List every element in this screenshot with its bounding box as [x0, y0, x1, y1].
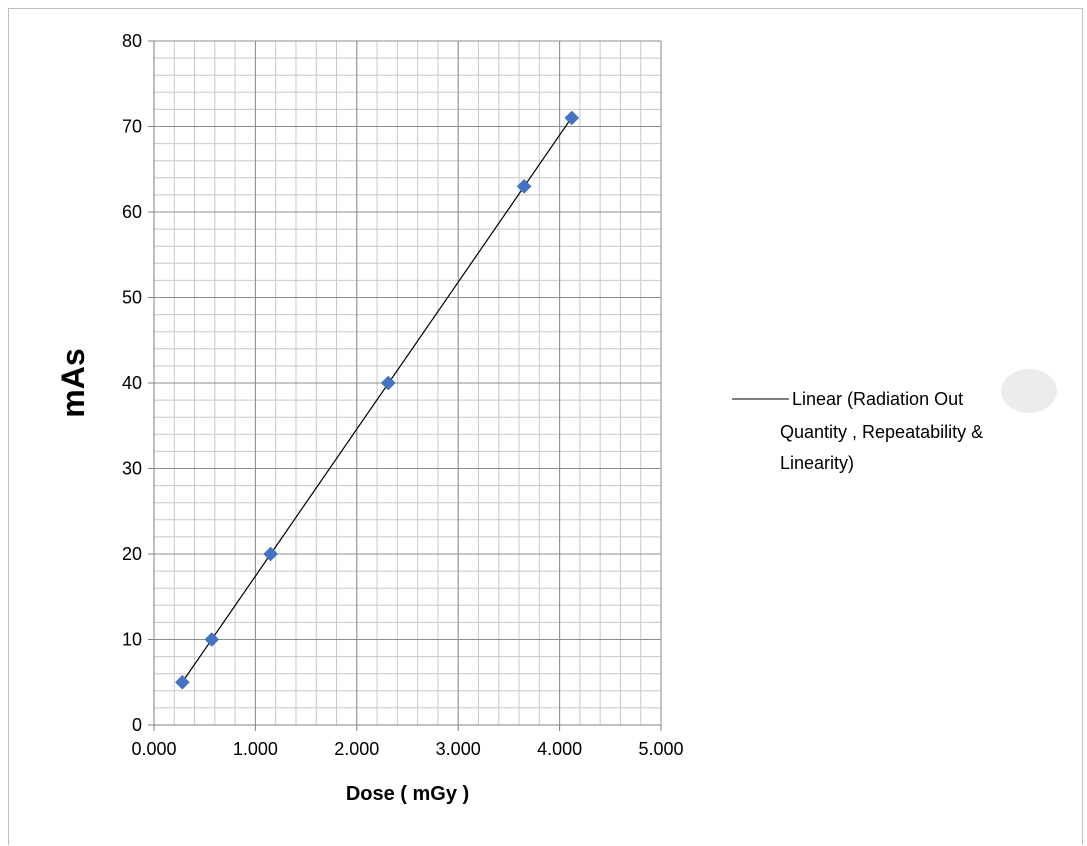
data-point-marker	[380, 375, 396, 391]
data-point-marker	[204, 632, 220, 647]
y-tick-label: 70	[122, 117, 142, 137]
overlay-blob	[1001, 369, 1057, 413]
x-tick-label: 5.000	[638, 739, 683, 759]
legend-text-line-3: Linearity)	[780, 453, 854, 473]
y-tick-label: 0	[132, 715, 142, 735]
x-tick-label: 1.000	[233, 739, 278, 759]
trendline-path	[181, 117, 573, 683]
axes	[148, 40, 662, 731]
x-tick-labels: 0.000 1.000 2.000 3.000 4.000 5.000	[131, 739, 683, 759]
chart-area: 0.000 1.000 2.000 3.000 4.000 5.000 0 10 20 30 40…	[8, 8, 1083, 845]
trendline	[181, 117, 573, 683]
y-tick-label: 30	[122, 459, 142, 479]
x-tick-label: 4.000	[537, 739, 582, 759]
legend-text-line-1: Linear (Radiation Out	[792, 389, 963, 409]
legend: Linear (Radiation Out Quantity , Repeata…	[732, 369, 1057, 473]
data-points	[175, 110, 580, 690]
y-axis-title: mAs	[55, 348, 91, 417]
y-tick-label: 60	[122, 202, 142, 222]
x-tick-label: 2.000	[334, 739, 379, 759]
y-tick-labels: 0 10 20 30 40 50 60 70 80	[122, 31, 142, 735]
y-tick-label: 50	[122, 288, 142, 308]
x-tick-label: 0.000	[131, 739, 176, 759]
data-point-marker	[263, 546, 278, 562]
chart-svg: 0.000 1.000 2.000 3.000 4.000 5.000 0 10 20 30 40…	[55, 31, 1057, 805]
y-tick-label: 40	[122, 373, 142, 393]
major-gridlines	[153, 40, 662, 726]
y-tick-label: 10	[122, 630, 142, 650]
data-point-marker	[564, 110, 580, 126]
legend-text-line-2: Quantity , Repeatability &	[780, 422, 983, 442]
y-tick-label: 80	[122, 31, 142, 51]
data-point-marker	[516, 178, 532, 194]
x-tick-label: 3.000	[436, 739, 481, 759]
data-point-marker	[175, 674, 190, 690]
y-tick-label: 20	[122, 544, 142, 564]
x-axis-title: Dose ( mGy )	[346, 783, 469, 805]
